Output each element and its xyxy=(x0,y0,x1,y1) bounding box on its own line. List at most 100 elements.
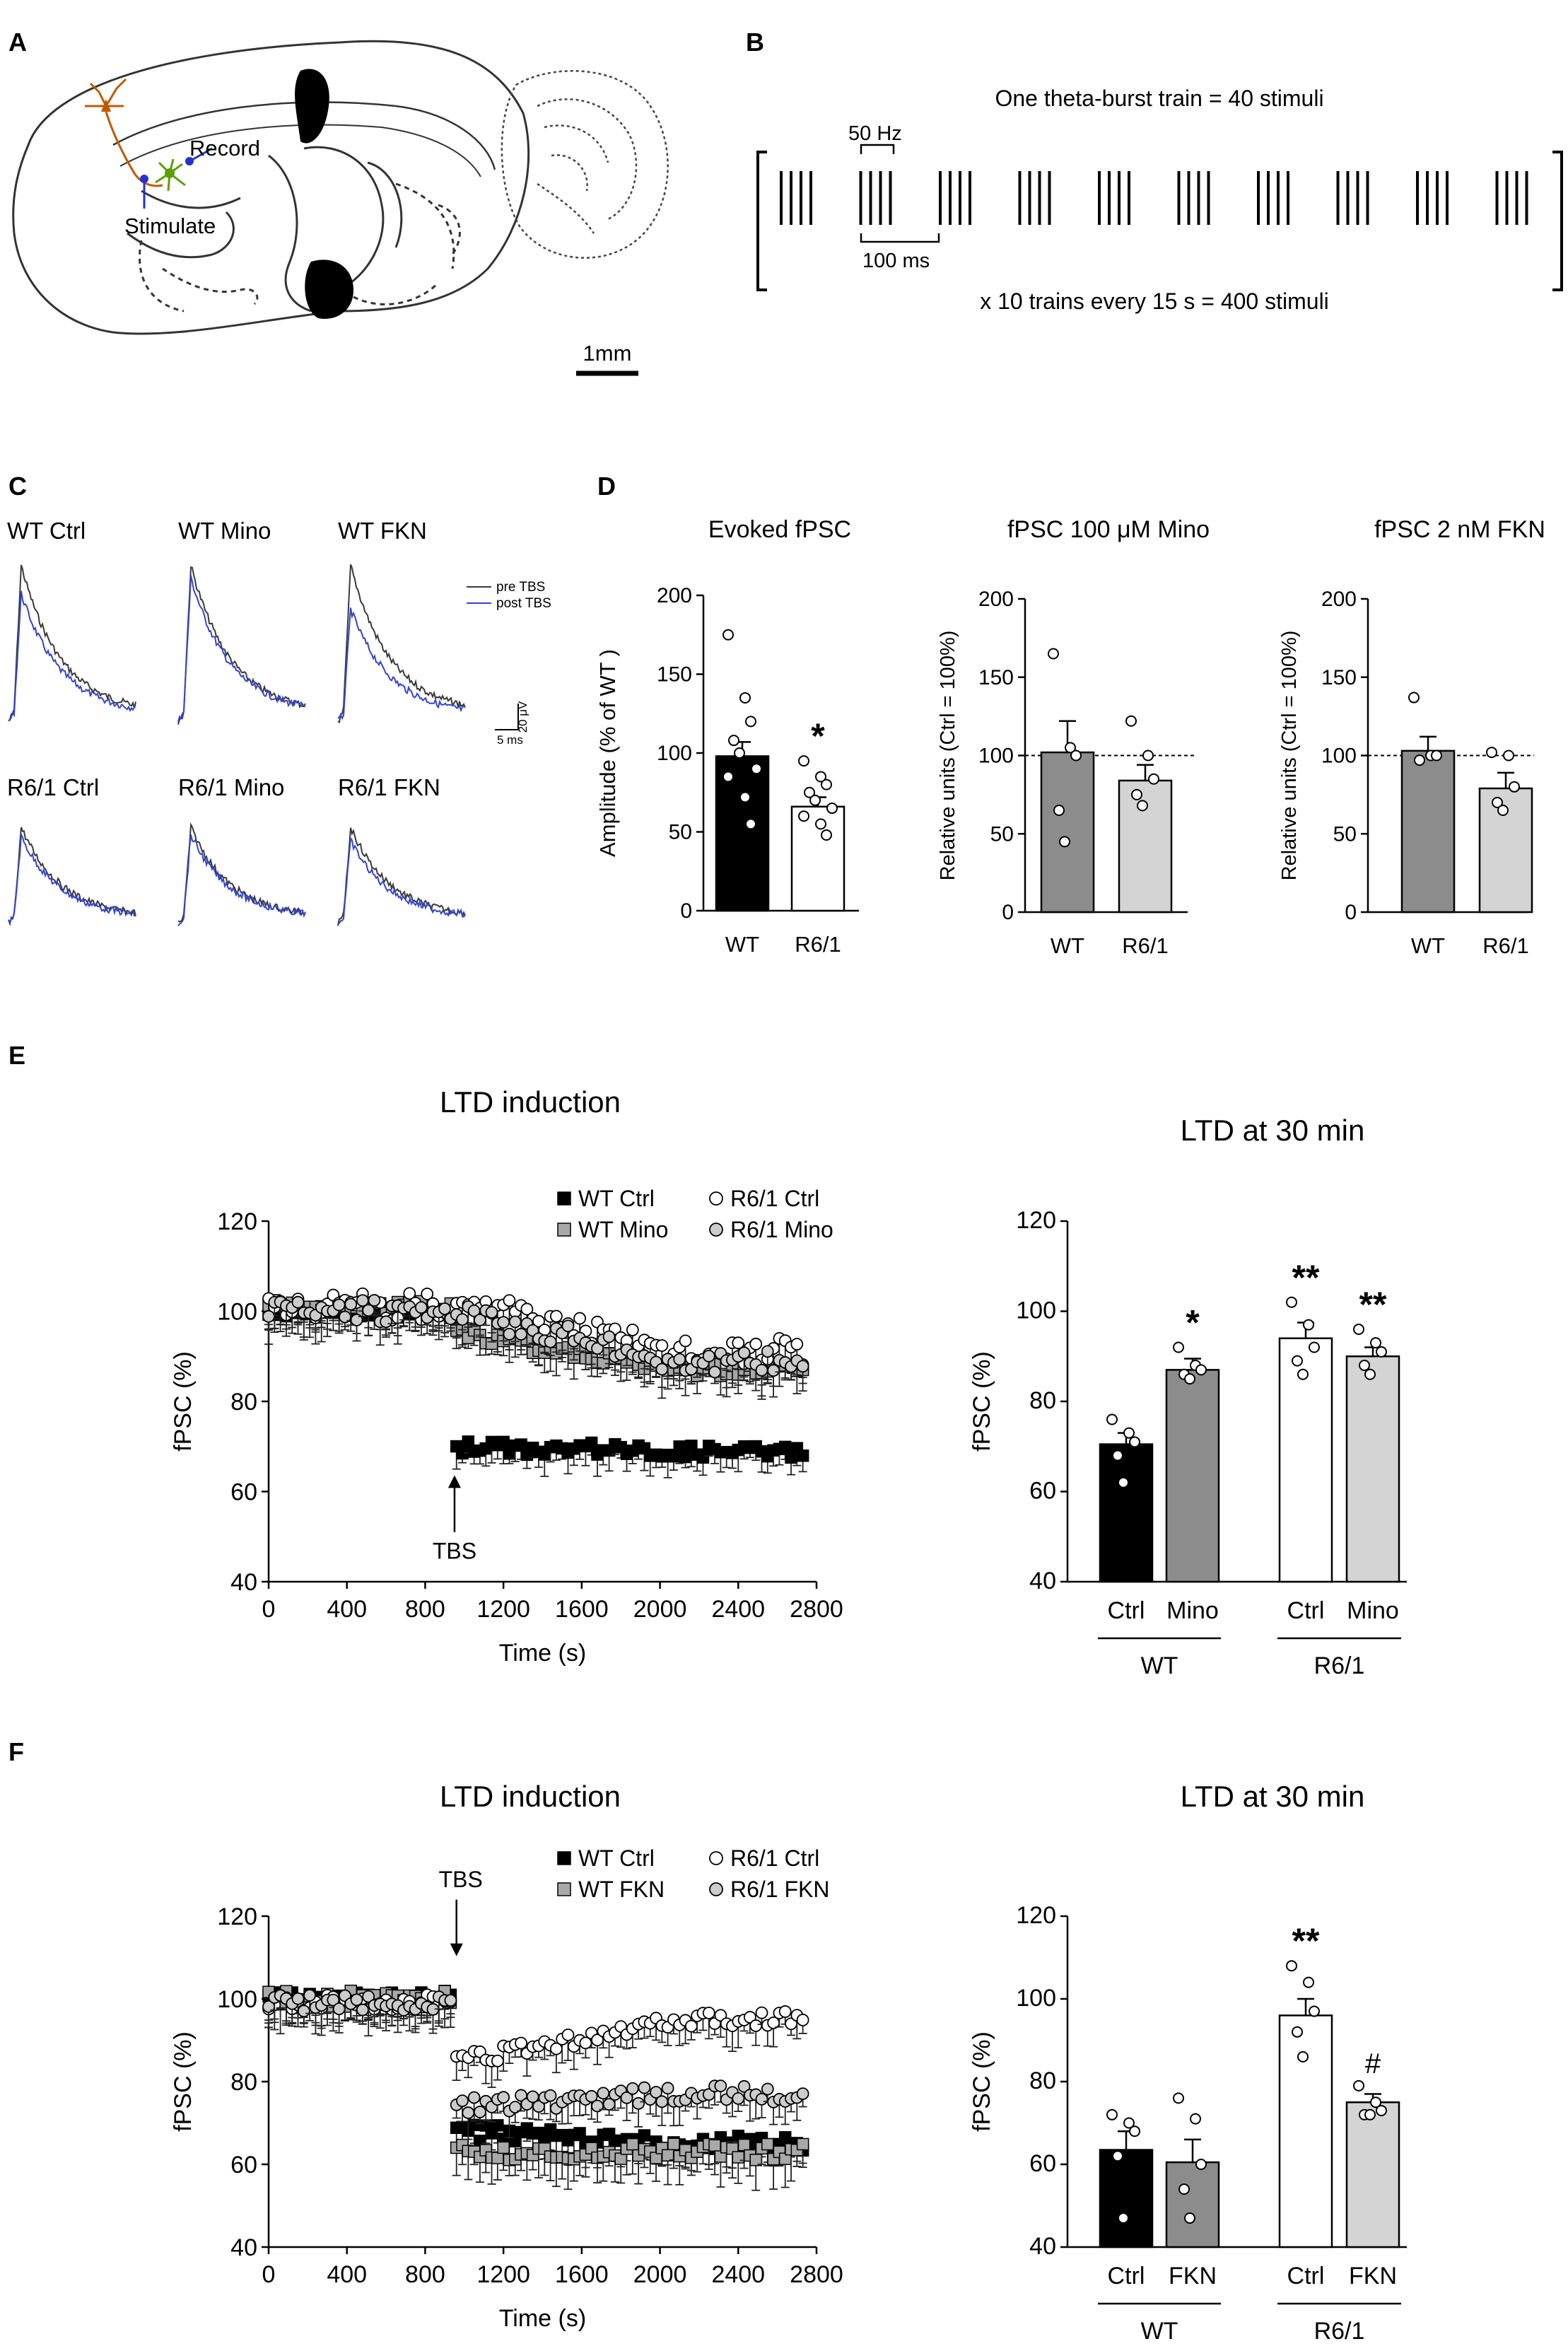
trace-title-wt-ctrl: WT Ctrl xyxy=(7,518,86,544)
group-label: WT xyxy=(1141,1652,1178,1679)
y-tick-label: 100 xyxy=(217,1986,257,2013)
chart-fpsc-mino: fPSC 100 μM Mino Relative units (Ctrl = 1… xyxy=(937,516,1210,958)
legend-marker xyxy=(557,1223,571,1237)
data-point xyxy=(745,818,756,830)
data-point xyxy=(1118,2212,1129,2224)
data-point xyxy=(508,1315,522,1329)
x-category-label: Ctrl xyxy=(1108,1597,1145,1624)
data-point xyxy=(1286,1296,1297,1308)
bar-1 xyxy=(1165,2161,1220,2248)
x-tick-label: 0 xyxy=(262,2261,276,2288)
x-axis-label: Time (s) xyxy=(499,1640,586,1667)
x-category-label: R6/1 xyxy=(1122,933,1168,958)
y-axis-label: Amplitude (% of WT ) xyxy=(595,649,620,857)
y-tick-label: 100 xyxy=(657,742,692,765)
data-point xyxy=(380,1315,392,1329)
data-point xyxy=(708,1365,721,1379)
data-point xyxy=(362,1304,375,1317)
trace-group xyxy=(8,564,466,927)
data-point xyxy=(561,1319,575,1333)
panel-c: C WT Ctrl WT Mino WT FKN R6/1 Ctrl R6/1 … xyxy=(7,472,551,927)
scale-y-label: 20 μV xyxy=(516,701,530,733)
data-point xyxy=(626,2137,639,2151)
bar-1 xyxy=(1118,779,1173,914)
series-r6-1-fkn xyxy=(262,1989,809,2140)
data-point xyxy=(585,2089,598,2103)
data-point xyxy=(497,2141,510,2154)
black-region-lower xyxy=(305,259,353,319)
trace-post-tbs xyxy=(8,832,136,927)
data-point xyxy=(485,1306,498,1319)
chart-title: fPSC 2 nM FKN xyxy=(1374,516,1545,543)
y-axis-label: fPSC (%) xyxy=(969,1351,995,1452)
x-tick-label: 1200 xyxy=(476,2261,530,2288)
x-tick-label: 1600 xyxy=(555,2261,609,2288)
data-point xyxy=(655,2095,669,2108)
x-tick-label: 2400 xyxy=(711,2261,765,2288)
data-point xyxy=(1106,2108,1118,2120)
data-point xyxy=(515,2036,527,2050)
burst-train xyxy=(780,171,1528,225)
group-label: R6/1 xyxy=(1314,2318,1365,2345)
data-point xyxy=(734,747,745,759)
legend-post: post TBS xyxy=(496,596,551,611)
data-point xyxy=(1497,805,1509,817)
trace-post-tbs xyxy=(177,575,306,723)
data-point xyxy=(327,1993,340,2007)
data-point xyxy=(1178,2183,1190,2195)
data-point xyxy=(421,1288,434,1300)
panel-d: D Evoked fPSC Amplitude (% of WT ) 0 50 100 1… xyxy=(595,472,1545,958)
stimulate-label: Stimulate xyxy=(124,214,216,238)
data-point xyxy=(684,2019,698,2033)
bar-3 xyxy=(1345,2101,1400,2248)
data-point xyxy=(1118,1476,1129,1488)
y-tick-label: 150 xyxy=(657,663,692,687)
cerebellum-drawing xyxy=(501,70,669,259)
chart-fpsc-fkn: fPSC 2 nM FKN Relative units (Ctrl = 100%… xyxy=(1278,516,1545,958)
legend-marker xyxy=(557,1851,571,1865)
data-point xyxy=(1408,692,1420,704)
group-label: R6/1 xyxy=(1314,1652,1365,1679)
x-tick-label: 2400 xyxy=(711,1596,765,1623)
data-point xyxy=(1048,648,1059,660)
series-r6-1-mino xyxy=(262,1294,809,1400)
data-point xyxy=(722,629,734,641)
data-point xyxy=(626,2082,639,2095)
y-axis-label: fPSC (%) xyxy=(969,2031,995,2132)
data-point xyxy=(751,763,762,775)
theta-burst-title: One theta-burst train = 40 stimuli xyxy=(995,86,1323,111)
data-point xyxy=(573,1312,586,1325)
legend-marker xyxy=(709,1882,723,1896)
trace-title-wt-mino: WT Mino xyxy=(178,518,271,544)
data-point xyxy=(1370,1337,1381,1349)
data-point xyxy=(702,2006,715,2019)
data-point xyxy=(790,1338,804,1350)
data-point xyxy=(1065,742,1076,754)
data-point xyxy=(815,818,826,830)
data-point xyxy=(503,1327,516,1341)
data-point xyxy=(1195,1364,1207,1376)
y-tick-label: 0 xyxy=(1002,901,1014,924)
bar-0 xyxy=(1040,751,1095,914)
data-point xyxy=(1503,749,1514,762)
data-point xyxy=(632,2096,645,2110)
data-point xyxy=(761,1345,774,1358)
panel-letter-a: A xyxy=(8,28,27,57)
y-tick-label: 60 xyxy=(230,2152,257,2178)
panel-letter-b: B xyxy=(746,28,764,57)
data-point xyxy=(544,2089,557,2102)
panel-letter-c: C xyxy=(8,472,27,501)
chart-title: LTD at 30 min xyxy=(1181,1114,1365,1147)
y-tick-label: 50 xyxy=(1333,822,1357,846)
trace-post-tbs xyxy=(177,834,306,927)
interval-bracket xyxy=(860,233,940,243)
bar-2 xyxy=(1278,2014,1333,2248)
data-point xyxy=(1292,1355,1303,1367)
data-point xyxy=(778,2005,792,2018)
data-point xyxy=(732,2092,745,2105)
data-point xyxy=(356,2003,369,2017)
data-point xyxy=(1184,1373,1195,1385)
chart-ltd-induction-fkn: LTD induction fPSC (%) Time (s) 40 60 80 100 12… xyxy=(170,1780,843,2332)
data-point xyxy=(1431,749,1442,762)
